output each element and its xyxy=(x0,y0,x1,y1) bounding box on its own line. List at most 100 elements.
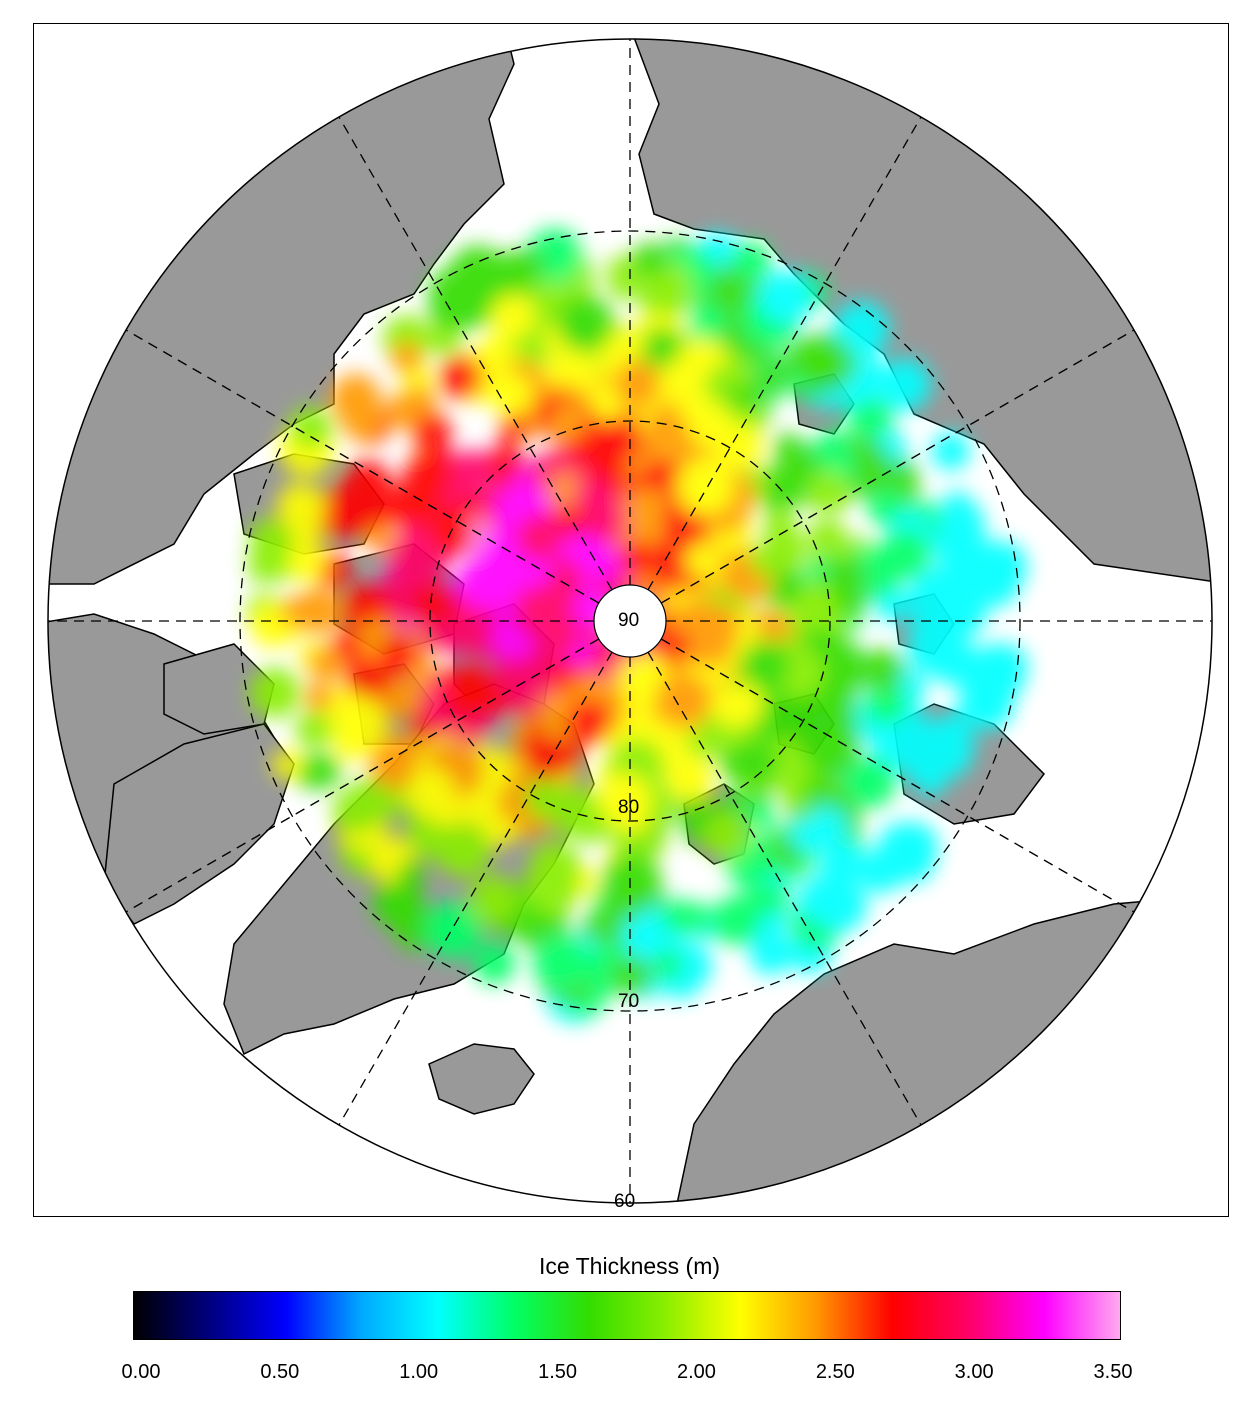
latitude-circle xyxy=(239,230,1021,1012)
ice-cell xyxy=(498,414,529,444)
ice-cell xyxy=(877,357,932,412)
ice-cell xyxy=(419,620,450,651)
colorbar-tick-3.50: 3.50 xyxy=(1093,1361,1133,1383)
ice-cell xyxy=(489,371,533,416)
ice-cell xyxy=(442,673,491,722)
ice-cell xyxy=(793,333,854,393)
ice-cell xyxy=(721,683,763,726)
lat-label-60: 60 xyxy=(614,1191,635,1212)
ice-cell xyxy=(654,672,712,729)
ice-cell xyxy=(823,555,868,600)
meridian-line xyxy=(647,651,931,1141)
ice-cell xyxy=(657,629,691,663)
ice-cell xyxy=(676,457,735,516)
meridian-line xyxy=(647,101,931,591)
colorbar-title: Ice Thickness (m) xyxy=(538,1253,721,1279)
ice-cell xyxy=(536,731,582,776)
ice-cell xyxy=(411,411,452,452)
ice-cell xyxy=(861,648,905,693)
ice-cell xyxy=(647,547,682,582)
ice-cell xyxy=(366,525,396,556)
meridian-line xyxy=(329,101,613,591)
ice-cell xyxy=(607,255,637,285)
ice-cell xyxy=(533,934,590,992)
ice-cell xyxy=(688,303,726,341)
ice-cell xyxy=(797,875,846,924)
pole-hole xyxy=(593,584,667,658)
ice-cell xyxy=(249,667,300,718)
ice-cell xyxy=(761,527,807,572)
ice-cell xyxy=(738,640,791,692)
meridian-line xyxy=(110,638,600,922)
land-iceland xyxy=(428,1043,535,1115)
ice-cell xyxy=(401,385,437,421)
ice-cell xyxy=(744,800,775,831)
map-canvas: 90 80 70 60 xyxy=(47,38,1213,1212)
ice-cell xyxy=(848,396,893,442)
ice-cell xyxy=(303,752,341,790)
ice-cell xyxy=(722,357,753,389)
ice-cell xyxy=(512,585,567,639)
ice-cell xyxy=(770,567,806,603)
ice-cell xyxy=(624,489,672,537)
meridian-line xyxy=(110,320,600,604)
ice-cell xyxy=(926,634,977,685)
ice-cell xyxy=(807,470,850,513)
map-boundary xyxy=(47,38,1213,1204)
ice-cell xyxy=(600,886,638,924)
ice-cell xyxy=(651,949,683,981)
ice-cell xyxy=(758,270,812,324)
ice-cell xyxy=(478,336,511,368)
ice-cell xyxy=(328,694,388,755)
ice-cell xyxy=(281,595,314,629)
ice-cell xyxy=(783,447,822,486)
lat-label-90: 90 xyxy=(618,610,639,631)
lat-label-70: 70 xyxy=(618,991,639,1012)
ice-cell xyxy=(289,406,332,450)
ice-cell xyxy=(610,954,653,997)
ice-cell xyxy=(666,754,713,801)
colorbar-tick-1.00: 1.00 xyxy=(399,1361,439,1383)
ice-cell xyxy=(304,682,334,712)
ice-cell xyxy=(685,543,719,578)
colorbar-tick-1.50: 1.50 xyxy=(538,1361,578,1383)
meridian-line xyxy=(660,638,1150,922)
ice-cell xyxy=(938,500,985,548)
ice-cell xyxy=(276,482,326,531)
ice-cell xyxy=(438,355,484,400)
ice-cell xyxy=(249,517,288,557)
ice-cell xyxy=(516,513,563,561)
ice-cell xyxy=(589,503,629,544)
ice-cell xyxy=(550,404,585,439)
ice-cell xyxy=(308,645,345,682)
ice-cell xyxy=(808,518,846,556)
ice-cell xyxy=(731,241,771,281)
ice-cell xyxy=(372,878,424,929)
ice-cell xyxy=(790,714,824,748)
ice-cell xyxy=(845,756,897,808)
ice-cell xyxy=(931,432,970,471)
ice-cell xyxy=(656,275,690,309)
colorbar-tick-0.50: 0.50 xyxy=(260,1361,300,1383)
ice-cell xyxy=(408,580,459,631)
ice-cell xyxy=(287,543,326,582)
colorbar xyxy=(133,1291,1121,1340)
ice-cell xyxy=(661,899,696,934)
ice-cell xyxy=(613,360,661,408)
ice-cell xyxy=(819,841,864,886)
meridian-line xyxy=(660,320,1150,604)
ice-cell xyxy=(711,895,761,946)
ice-cell xyxy=(598,772,652,827)
ice-cell xyxy=(970,557,1020,607)
ice-cell xyxy=(616,539,655,579)
ice-cell xyxy=(936,745,970,778)
meridian-line xyxy=(329,651,613,1141)
ice-cell xyxy=(864,682,907,725)
ice-cell xyxy=(428,281,479,332)
lat-label-80: 80 xyxy=(618,797,639,818)
ice-cell xyxy=(880,528,931,580)
ice-cell xyxy=(330,373,381,425)
ice-cell xyxy=(272,749,302,780)
colorbar-tick-0.00: 0.00 xyxy=(121,1361,161,1383)
ice-cell xyxy=(631,242,668,279)
